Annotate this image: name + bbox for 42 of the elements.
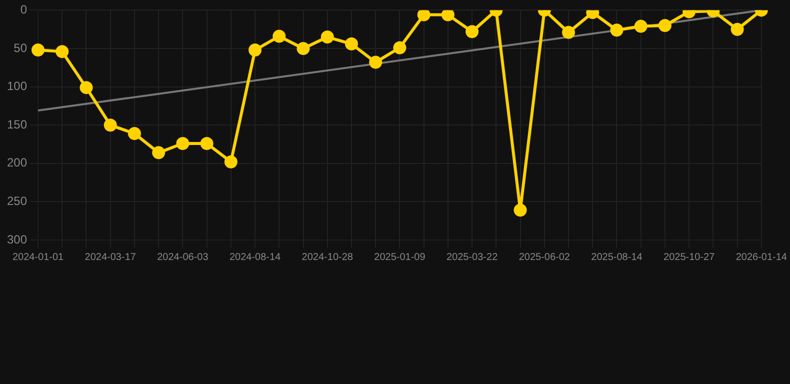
y-tick-label: 50 — [14, 40, 28, 55]
point — [128, 127, 141, 140]
point — [152, 146, 166, 160]
x-tick-label: 2025-10-27 — [664, 252, 716, 263]
point — [730, 22, 744, 36]
point — [104, 118, 117, 132]
point — [80, 81, 93, 94]
x-tick-label: 2025-01-09 — [374, 252, 426, 263]
point — [658, 19, 672, 32]
x-tick-label: 2024-03-17 — [84, 252, 136, 263]
point — [272, 30, 286, 43]
x-tick-label: 2024-01-01 — [12, 252, 64, 263]
point — [441, 10, 454, 22]
x-tick-label: 2025-06-02 — [518, 252, 570, 263]
y-tick-label: 200 — [6, 156, 28, 170]
y-tick-label: 300 — [6, 232, 28, 246]
point — [320, 30, 334, 44]
point — [224, 155, 238, 168]
x-tick-label: 2026-01-14 — [736, 252, 788, 263]
y-tick-label: 150 — [6, 117, 28, 132]
y-tick-label: 0 — [20, 2, 28, 17]
point — [56, 45, 69, 58]
point — [514, 204, 527, 217]
point — [344, 37, 358, 50]
point — [466, 25, 479, 38]
point — [296, 42, 310, 55]
point — [200, 136, 214, 150]
point — [176, 136, 190, 150]
point — [393, 41, 406, 54]
x-tick-label: 2025-08-14 — [591, 252, 643, 263]
point — [562, 26, 576, 39]
x-tick-label: 2025-03-22 — [446, 252, 498, 263]
y-tick-label: 250 — [6, 194, 28, 208]
x-tick-label: 2024-08-14 — [229, 252, 282, 263]
point — [369, 56, 382, 69]
y-tick-label: 100 — [6, 79, 28, 94]
point — [248, 44, 262, 57]
x-tick-label: 2024-06-03 — [157, 252, 209, 263]
point — [634, 20, 648, 33]
x-tick-label: 2024-10-28 — [302, 252, 354, 263]
point — [417, 10, 430, 22]
point — [610, 24, 624, 37]
